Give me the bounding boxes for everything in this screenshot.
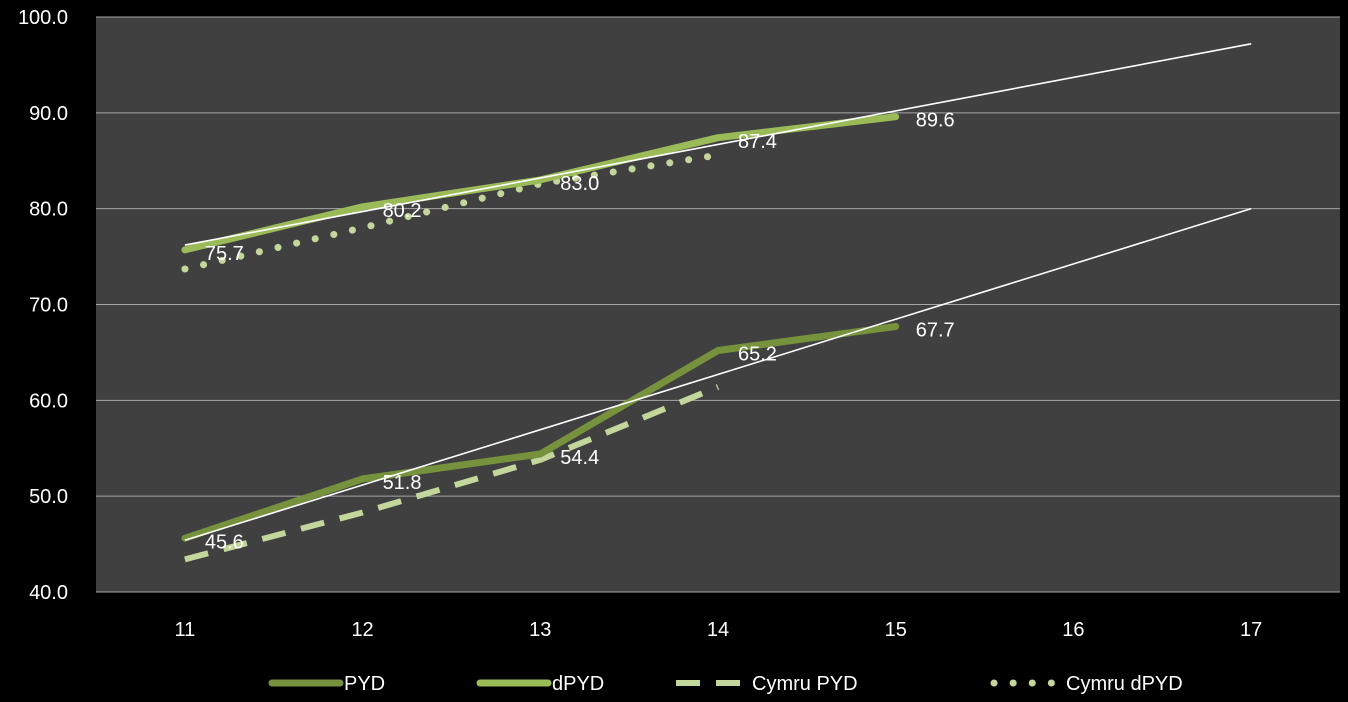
y-tick-label: 60.0 xyxy=(29,390,68,412)
y-axis: 40.0 50.0 60.0 70.0 80.0 90.0 100.0 xyxy=(18,7,68,604)
y-tick-label: 40.0 xyxy=(29,582,68,604)
series-line-pyd xyxy=(181,323,900,542)
legend-label: Cymru PYD xyxy=(752,673,858,695)
data-label: 80.2 xyxy=(383,200,422,222)
x-tick-label: 13 xyxy=(529,619,551,641)
y-tick-label: 90.0 xyxy=(29,103,68,125)
y-tick-label: 100.0 xyxy=(18,7,68,29)
series-line-cymru-dpyd xyxy=(181,151,722,273)
trendline-dpyd xyxy=(184,43,1252,246)
x-tick-label: 12 xyxy=(351,619,373,641)
data-label: 65.2 xyxy=(738,344,777,366)
x-tick-label: 15 xyxy=(885,619,907,641)
trendline-pyd xyxy=(184,207,1252,542)
data-label: 45.6 xyxy=(205,531,244,553)
legend-label: PYD xyxy=(344,673,385,695)
y-tick-label: 50.0 xyxy=(29,486,68,508)
legend: PYD dPYD Cymru PYD Cymru dPYD xyxy=(268,673,1183,695)
x-tick-label: 16 xyxy=(1062,619,1084,641)
data-labels: 45.6 51.8 54.4 65.2 67.7 75.7 80.2 83.0 87.4 89.6 xyxy=(205,110,955,554)
data-label: 75.7 xyxy=(205,243,244,265)
x-axis: 11 12 13 14 15 16 17 xyxy=(174,619,1262,641)
legend-label: Cymru dPYD xyxy=(1066,673,1183,695)
y-tick-label: 70.0 xyxy=(29,295,68,317)
data-label: 83.0 xyxy=(560,173,599,195)
data-label: 54.4 xyxy=(560,447,599,469)
trendlines xyxy=(184,43,1252,542)
x-tick-label: 11 xyxy=(174,619,195,641)
data-label: 67.7 xyxy=(916,320,955,342)
series-line-cymru-pyd xyxy=(184,384,720,563)
x-tick-label: 17 xyxy=(1240,619,1262,641)
x-tick-label: 14 xyxy=(707,619,729,641)
gridlines xyxy=(96,16,1340,593)
data-label: 51.8 xyxy=(383,472,422,494)
series-lines xyxy=(181,113,900,563)
data-label: 87.4 xyxy=(738,131,777,153)
y-tick-label: 80.0 xyxy=(29,199,68,221)
data-label: 89.6 xyxy=(916,110,955,132)
legend-label: dPYD xyxy=(552,673,604,695)
series-line-dpyd xyxy=(181,113,900,254)
